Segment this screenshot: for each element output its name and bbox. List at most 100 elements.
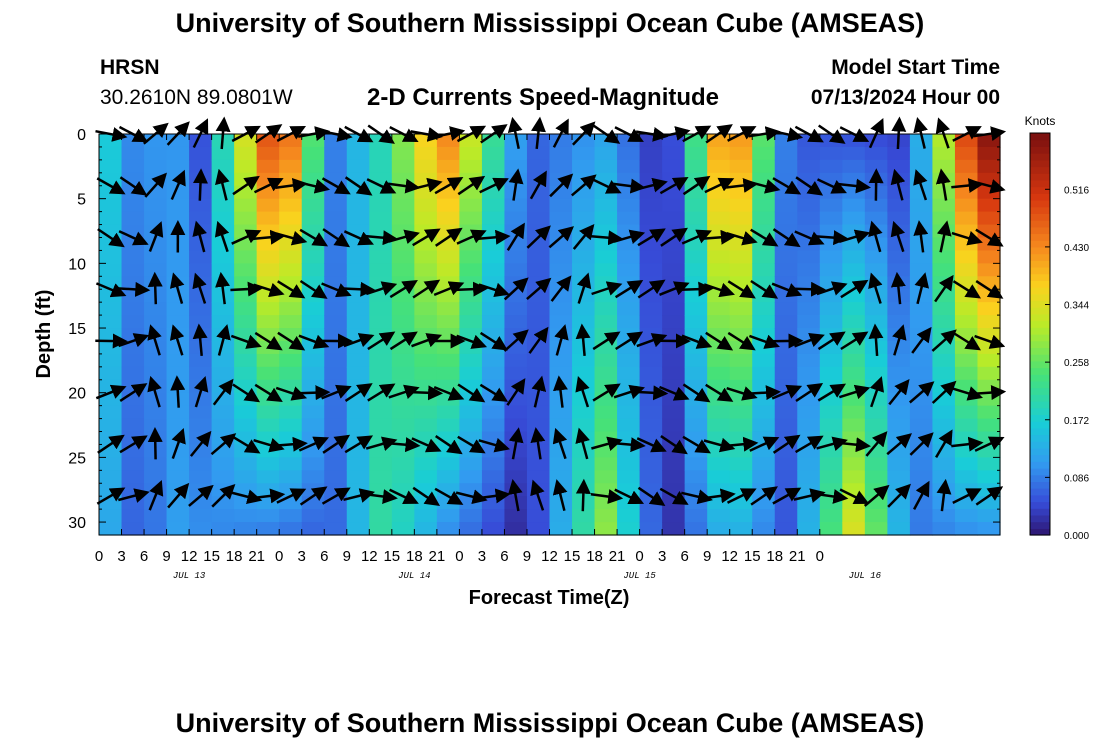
heatmap-cell [391,444,415,458]
heatmap-cell [887,470,911,484]
current-arrow [479,177,509,194]
current-arrow [117,488,150,503]
heatmap-cell [572,146,596,161]
heatmap-cell [279,353,303,368]
heatmap-cell [932,302,956,316]
heatmap-cell [481,353,506,368]
heatmap-cell [594,211,618,226]
current-arrow [344,176,373,196]
heatmap-cell [121,263,145,277]
heatmap-cell [121,353,145,368]
heatmap-cell [729,263,753,277]
heatmap-cell [234,444,258,458]
heatmap-cell [617,250,641,264]
heatmap-cell [977,211,1001,226]
colorbar-segment [1030,501,1050,509]
current-arrow [635,177,668,193]
current-arrow [887,483,911,508]
heatmap-cell [819,315,843,329]
heatmap-cell [436,522,461,536]
heatmap-cell [707,509,731,523]
heatmap-cell [436,366,461,381]
current-arrow [169,272,185,304]
heatmap-cell [166,159,190,174]
current-arrow [771,282,803,298]
heatmap-cell [301,392,325,407]
current-arrow [411,333,443,348]
heatmap-cell [144,159,168,174]
heatmap-cell [346,405,370,420]
current-arrow [590,230,624,246]
heatmap-cell [752,444,776,458]
heatmap-cell [144,522,168,536]
heatmap-cell [819,302,843,316]
heatmap-cell [684,250,708,264]
heatmap-cell [977,198,1001,213]
heatmap-cell [99,496,123,510]
current-arrow [253,437,285,453]
colorbar-tick-label: 0.172 [1064,416,1089,427]
heatmap-cell [504,159,528,174]
heatmap-cell [121,328,145,342]
heatmap-cell [256,159,280,174]
heatmap-cell [639,302,663,316]
current-arrow [816,178,847,194]
heatmap-cell [639,366,663,381]
heatmap-cell [481,250,506,264]
heatmap-cell [797,522,821,536]
heatmap-cell [977,146,1001,161]
heatmap-cell [909,405,934,420]
heatmap-cell [617,366,641,381]
colorbar-segment [1030,287,1050,295]
heatmap-cell [684,509,708,523]
heatmap-cell [414,405,438,420]
colorbar-segment [1030,447,1050,456]
heatmap-cell [279,263,303,277]
heatmap-cell [594,263,618,277]
current-arrow [231,435,261,454]
heatmap-cell [504,263,528,277]
heatmap-cell [324,263,348,277]
heatmap-cell [594,418,618,433]
heatmap-cell [211,457,235,471]
heatmap-cell [166,340,190,355]
heatmap-cell [436,379,461,394]
current-arrow [97,228,125,248]
heatmap-cell [752,237,776,252]
current-arrow [613,178,646,194]
heatmap-cell [166,289,190,303]
heatmap-cell [662,418,686,433]
heatmap-cell [797,457,821,471]
current-arrow [868,272,883,304]
colorbar-segment [1030,514,1050,523]
heatmap-cell [414,263,438,277]
y-tick-label: 30 [68,515,86,532]
current-arrow [817,331,846,351]
heatmap-cell [256,353,280,368]
heatmap-cell [234,353,258,368]
heatmap-cell [369,263,393,277]
heatmap-cell [842,250,866,264]
heatmap-cell [369,470,393,484]
heatmap-cell [279,470,303,484]
colorbar-segment [1030,159,1050,168]
heatmap-cell [144,470,168,484]
current-arrow [170,375,186,408]
heatmap-cell [369,237,393,252]
heatmap-cell [819,146,843,161]
current-arrow [230,281,263,297]
heatmap-cell [121,418,145,433]
heatmap-cell [707,263,731,277]
heatmap-cell [819,509,843,523]
heatmap-cell [797,263,821,277]
heatmap-cell [234,405,258,420]
heatmap-cell [99,470,123,484]
heatmap-cell [346,159,370,174]
heatmap-cell [279,405,303,420]
heatmap-cell [819,198,843,213]
heatmap-cell [526,509,551,523]
x-axis-label: Forecast Time(Z) [469,587,630,609]
heatmap-cell [932,211,956,226]
x-tick-label: 3 [658,548,666,565]
heatmap-cell [301,328,325,342]
